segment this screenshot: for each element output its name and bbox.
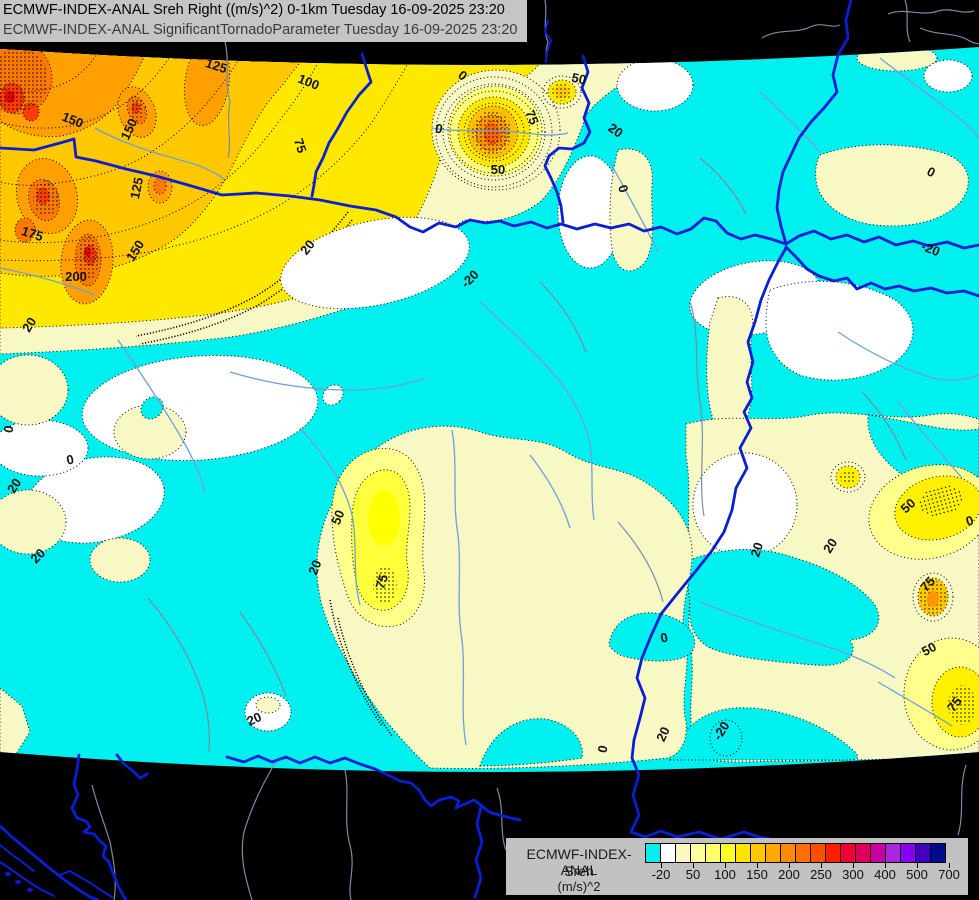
adriatic-coast — [0, 824, 100, 900]
contour-label: 200 — [65, 269, 87, 284]
legend-swatch — [690, 843, 706, 863]
legend-swatch — [900, 843, 916, 863]
contour-label: 0 — [595, 744, 611, 754]
legend-parameter: Sreh — [564, 863, 594, 879]
legend-tick-label: 300 — [842, 867, 864, 882]
colorbar-swatches — [645, 843, 946, 863]
contour-label: 0 — [615, 183, 632, 195]
sava-river — [225, 754, 522, 822]
legend-swatch — [855, 843, 871, 863]
legend-tick-label: 200 — [778, 867, 800, 882]
country-borders — [91, 0, 979, 900]
colorbar-legend: ECMWF-INDEX-ANAL Sreh (m/s)^2 -20 50 100 15… — [506, 838, 968, 895]
legend-swatch — [870, 843, 886, 863]
legend-swatch — [705, 843, 721, 863]
tisza-river — [629, 246, 788, 841]
legend-tick-label: 400 — [874, 867, 896, 882]
contour-label: 50 — [570, 70, 587, 88]
legend-tick-label: -20 — [651, 867, 671, 882]
contour-label: 0 — [65, 452, 75, 468]
legend-tick-mark — [789, 863, 790, 868]
contour-label: 20 — [244, 709, 263, 729]
legend-swatch — [795, 843, 811, 863]
tributary-rivers — [0, 57, 979, 746]
legend-tick-label: 700 — [938, 867, 960, 882]
contour-label: 20 — [653, 724, 673, 743]
title-line-2: ECMWF-INDEX-ANAL SignificantTornadoParam… — [3, 22, 518, 38]
legend-tick-mark — [821, 863, 822, 868]
legend-tick-label: 500 — [906, 867, 928, 882]
legend-tick-mark — [853, 863, 854, 868]
contour-label: 20 — [605, 120, 625, 141]
contour-label: 50 — [919, 639, 939, 659]
legend-swatch — [840, 843, 856, 863]
field-fill-layer — [0, 47, 979, 772]
legend-tick-label: 250 — [810, 867, 832, 882]
title-bar: ECMWF-INDEX-ANAL Sreh Right ((m/s)^2) 0-… — [0, 0, 527, 42]
contour-label: 75 — [523, 108, 542, 127]
contour-label: 20 — [19, 315, 39, 335]
legend-tick-label: 50 — [685, 867, 701, 882]
contour-label: 175 — [20, 223, 45, 244]
legend-swatch — [750, 843, 766, 863]
contour-label: 125 — [127, 176, 146, 200]
title-line-1: ECMWF-INDEX-ANAL Sreh Right ((m/s)^2) 0-… — [3, 2, 505, 18]
contour-label: 75 — [291, 136, 310, 154]
contour-label: 50 — [328, 508, 347, 527]
legend-tick-mark — [917, 863, 918, 868]
legend-units: (m/s)^2 — [557, 879, 601, 894]
legend-swatch — [675, 843, 691, 863]
legend-swatch — [885, 843, 901, 863]
legend-tick-mark — [725, 863, 726, 868]
legend-tick-mark — [661, 863, 662, 868]
legend-swatch — [645, 843, 661, 863]
legend-swatch — [720, 843, 736, 863]
legend-swatch — [780, 843, 796, 863]
contour-label: 20 — [4, 476, 24, 496]
legend-swatch — [765, 843, 781, 863]
danube-river — [0, 137, 788, 246]
legend-tick-mark — [757, 863, 758, 868]
contour-label: 0 — [964, 512, 976, 529]
legend-swatch — [735, 843, 751, 863]
legend-swatch — [915, 843, 931, 863]
legend-swatch — [810, 843, 826, 863]
contour-label: 0 — [1, 424, 17, 434]
legend-tick-mark — [693, 863, 694, 868]
legend-tick-label: 100 — [714, 867, 736, 882]
contour-label: 20 — [747, 540, 766, 558]
contour-label: 75 — [372, 572, 391, 590]
legend-swatch — [930, 843, 946, 863]
contour-label: 0 — [659, 630, 669, 646]
contour-label: 20 — [820, 536, 840, 556]
legend-swatch — [660, 843, 676, 863]
legend-swatch — [825, 843, 841, 863]
contour-label: -20 — [919, 238, 942, 259]
legend-tick-mark — [885, 863, 886, 868]
legend-title: ECMWF-INDEX-ANAL — [526, 846, 632, 878]
contour-label: 50 — [491, 162, 505, 177]
contour-label: 20 — [305, 558, 324, 577]
legend-tick-mark — [949, 863, 950, 868]
contour-label: 0 — [434, 121, 444, 137]
legend-tick-label: 150 — [746, 867, 768, 882]
